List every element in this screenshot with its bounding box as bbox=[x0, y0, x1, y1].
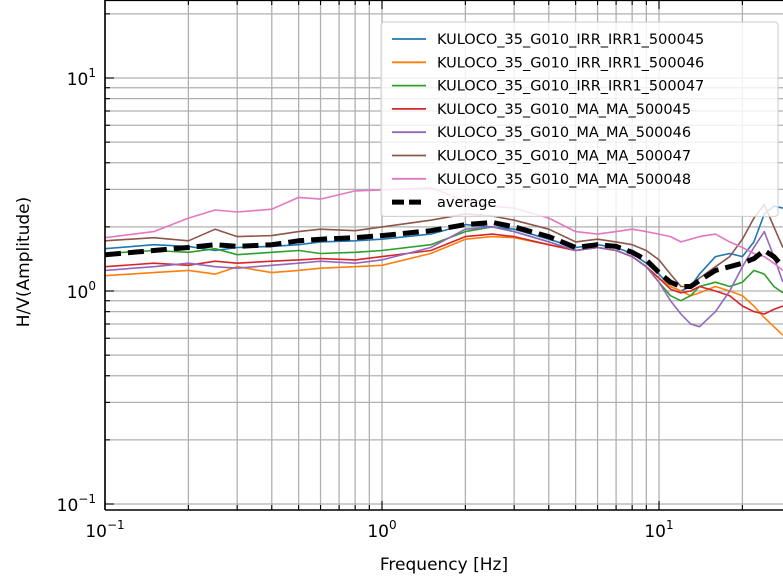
legend: KULOCO_35_G010_IRR_IRR1_500045 KULOCO_35_… bbox=[381, 22, 778, 216]
legend-label: KULOCO_35_G010_IRR_IRR1_500045 bbox=[437, 32, 704, 48]
x-tick-label: 101 bbox=[644, 518, 673, 542]
legend-label: average bbox=[437, 195, 496, 211]
series-line bbox=[105, 227, 783, 301]
legend-label: KULOCO_35_G010_MA_MA_500045 bbox=[437, 102, 691, 118]
legend-label: KULOCO_35_G010_MA_MA_500048 bbox=[437, 172, 691, 188]
legend-label: KULOCO_35_G010_IRR_IRR1_500046 bbox=[437, 55, 704, 71]
legend-label: KULOCO_35_G010_MA_MA_500046 bbox=[437, 125, 691, 141]
y-axis-label: H/V(Amplitude) bbox=[14, 197, 34, 328]
legend-label: KULOCO_35_G010_MA_MA_500047 bbox=[437, 149, 691, 165]
x-tick-label: 100 bbox=[367, 518, 396, 542]
legend-label: KULOCO_35_G010_IRR_IRR1_500047 bbox=[437, 79, 704, 95]
x-tick-label: 10−1 bbox=[85, 518, 124, 542]
x-axis-label: Frequency [Hz] bbox=[380, 555, 508, 575]
y-tick-label: 101 bbox=[67, 66, 96, 90]
y-tick-label: 10−1 bbox=[57, 492, 96, 516]
y-tick-label: 100 bbox=[67, 279, 96, 303]
